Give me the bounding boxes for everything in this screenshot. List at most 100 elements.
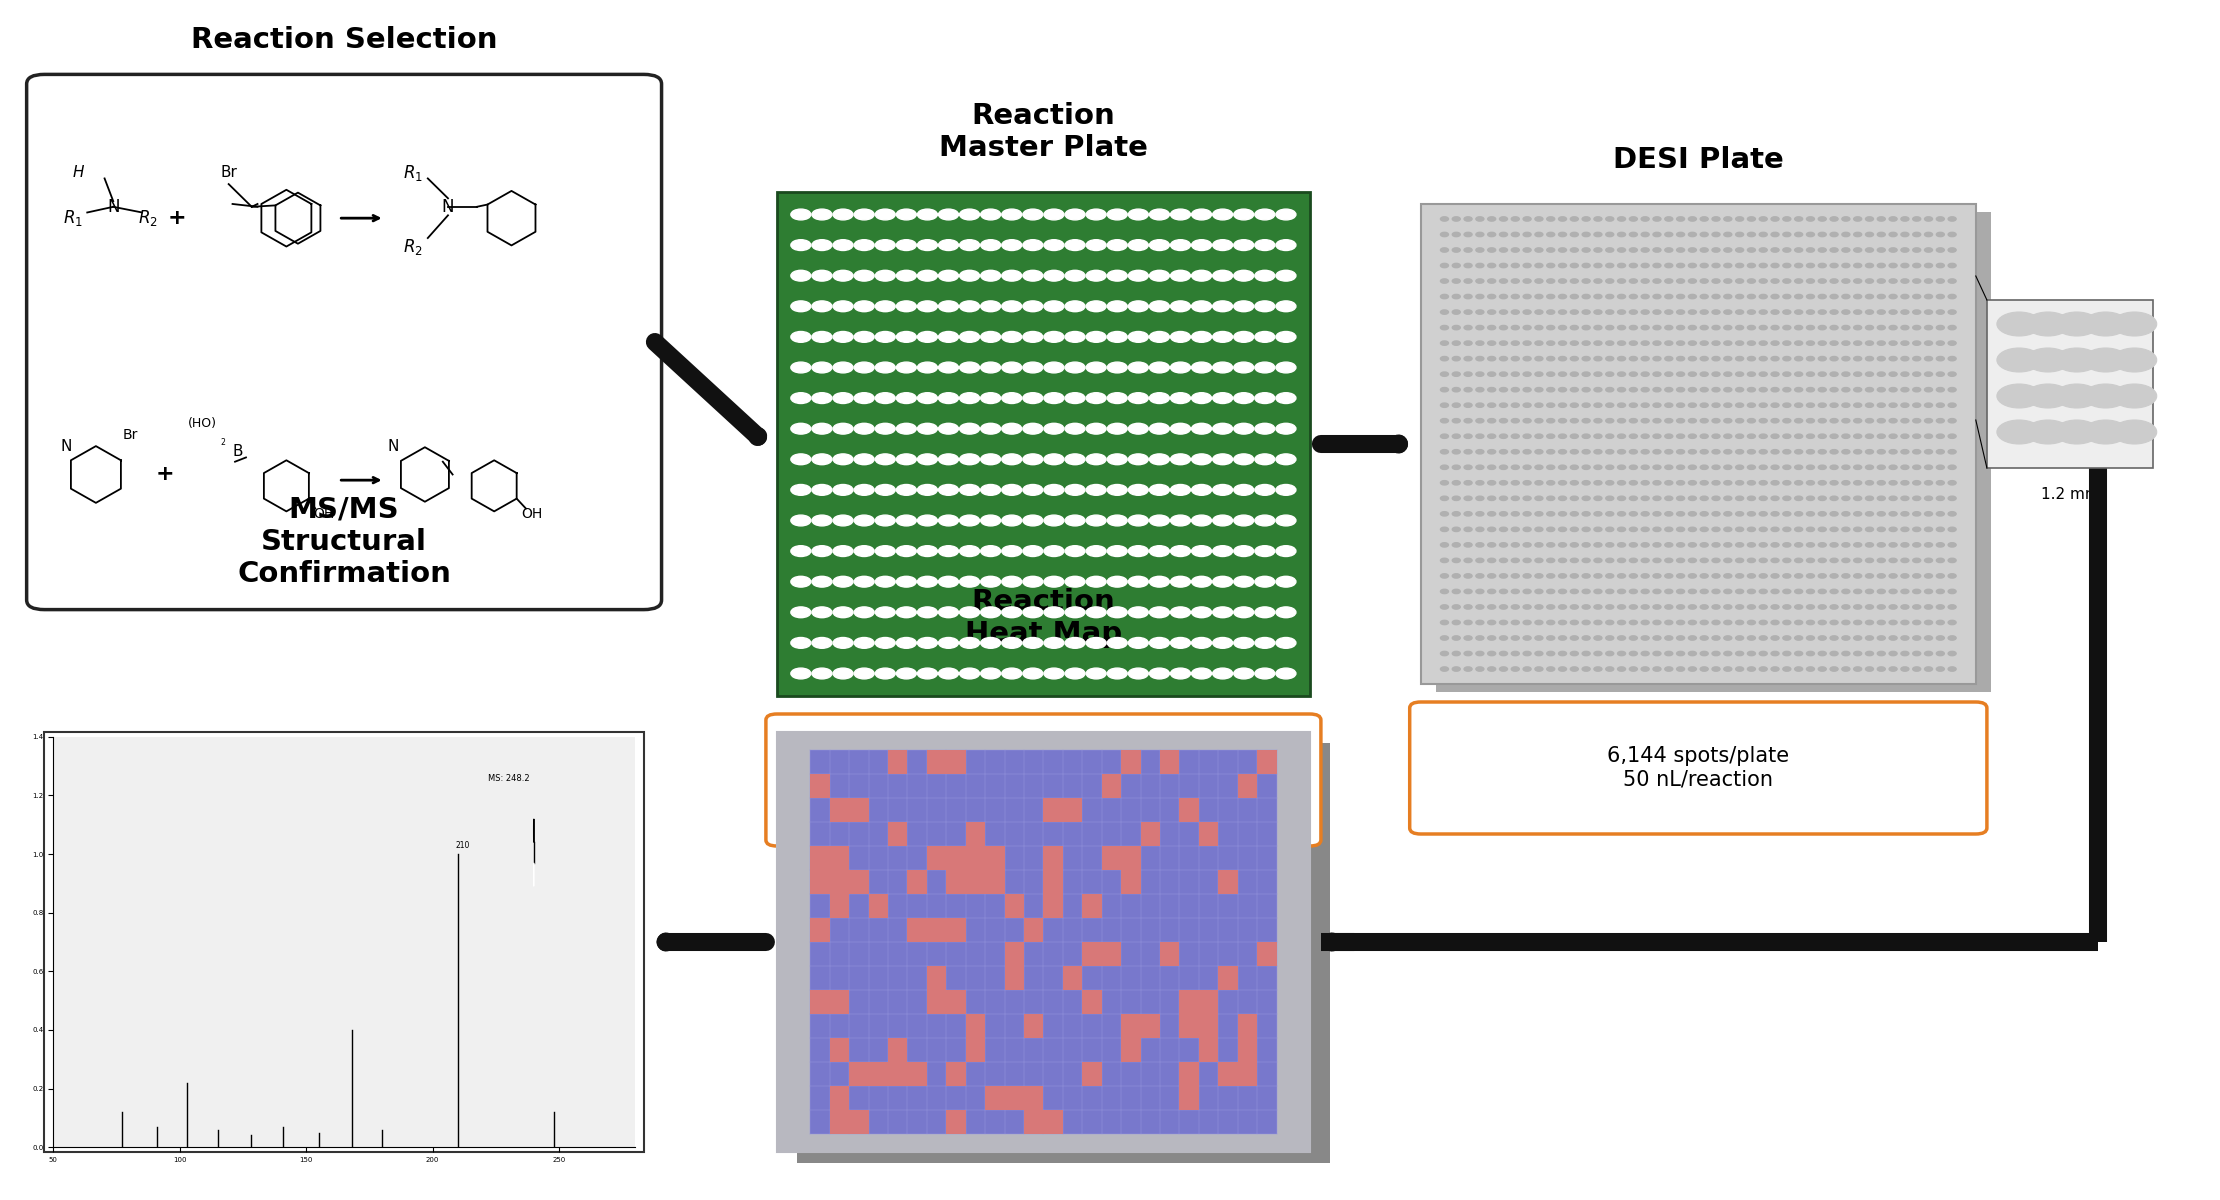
Circle shape: [939, 240, 959, 251]
Circle shape: [1794, 310, 1803, 314]
Circle shape: [1676, 527, 1685, 532]
Circle shape: [1794, 527, 1803, 532]
Circle shape: [1925, 341, 1934, 346]
Circle shape: [1523, 450, 1532, 454]
Circle shape: [1794, 667, 1803, 671]
Bar: [1219, 966, 1239, 990]
Text: 384 well plate
20 μL/well: 384 well plate 20 μL/well: [970, 758, 1117, 802]
Circle shape: [897, 424, 917, 434]
Circle shape: [1794, 403, 1803, 407]
Circle shape: [1476, 652, 1483, 655]
Circle shape: [1558, 542, 1567, 547]
Circle shape: [1641, 341, 1649, 346]
Circle shape: [1794, 419, 1803, 422]
Circle shape: [1583, 574, 1590, 578]
Circle shape: [1023, 546, 1043, 557]
Circle shape: [1676, 667, 1685, 671]
Circle shape: [1736, 636, 1743, 640]
Circle shape: [1865, 248, 1874, 252]
Circle shape: [1086, 637, 1106, 648]
Circle shape: [917, 392, 937, 403]
Circle shape: [1783, 233, 1792, 236]
Circle shape: [1794, 511, 1803, 516]
Circle shape: [1794, 217, 1803, 221]
Circle shape: [1547, 667, 1554, 671]
Circle shape: [1758, 667, 1767, 671]
Circle shape: [1783, 356, 1792, 361]
Bar: [777, 192, 1310, 696]
Circle shape: [1889, 496, 1898, 500]
Circle shape: [875, 362, 895, 373]
Circle shape: [1150, 485, 1170, 496]
Circle shape: [1936, 233, 1945, 236]
Circle shape: [1150, 515, 1170, 526]
Circle shape: [832, 209, 852, 220]
Circle shape: [1829, 589, 1838, 594]
Circle shape: [1547, 217, 1554, 221]
Circle shape: [1818, 652, 1827, 655]
Circle shape: [1843, 574, 1849, 578]
Circle shape: [1878, 325, 1885, 330]
Circle shape: [1605, 481, 1614, 485]
Circle shape: [1605, 605, 1614, 610]
Circle shape: [1192, 270, 1212, 281]
Circle shape: [1712, 496, 1721, 500]
Circle shape: [1854, 403, 1863, 407]
Circle shape: [1818, 605, 1827, 610]
Circle shape: [1736, 310, 1743, 314]
Circle shape: [1818, 466, 1827, 469]
Circle shape: [1583, 605, 1590, 610]
Circle shape: [1641, 325, 1649, 330]
Circle shape: [1641, 605, 1649, 610]
Circle shape: [1086, 424, 1106, 434]
Circle shape: [1772, 450, 1778, 454]
Circle shape: [1192, 515, 1212, 526]
Circle shape: [1889, 310, 1898, 314]
Circle shape: [1558, 233, 1567, 236]
Circle shape: [1583, 403, 1590, 407]
Circle shape: [1523, 605, 1532, 610]
Circle shape: [875, 209, 895, 220]
Circle shape: [1212, 454, 1232, 464]
Circle shape: [897, 576, 917, 587]
Circle shape: [1829, 294, 1838, 299]
Circle shape: [1276, 576, 1296, 587]
Circle shape: [1605, 620, 1614, 625]
Circle shape: [1854, 481, 1863, 485]
Circle shape: [813, 576, 832, 587]
Circle shape: [1900, 667, 1909, 671]
Circle shape: [1665, 667, 1674, 671]
Circle shape: [1829, 233, 1838, 236]
Circle shape: [1086, 515, 1106, 526]
Circle shape: [1498, 294, 1507, 299]
Circle shape: [1843, 667, 1849, 671]
Circle shape: [1618, 248, 1625, 252]
Circle shape: [1865, 325, 1874, 330]
Circle shape: [1701, 341, 1707, 346]
Circle shape: [1772, 434, 1778, 438]
Circle shape: [1629, 574, 1638, 578]
Circle shape: [1712, 294, 1721, 299]
Circle shape: [1618, 403, 1625, 407]
Circle shape: [1523, 527, 1532, 532]
Circle shape: [1654, 403, 1661, 407]
Circle shape: [1654, 388, 1661, 392]
Bar: [830, 1086, 848, 1110]
Circle shape: [1558, 574, 1567, 578]
Circle shape: [1900, 620, 1909, 625]
Circle shape: [1192, 301, 1212, 312]
Circle shape: [1570, 434, 1578, 438]
Circle shape: [1534, 233, 1543, 236]
Circle shape: [1108, 576, 1128, 587]
Bar: [908, 918, 928, 942]
Circle shape: [1747, 263, 1756, 268]
Circle shape: [1889, 325, 1898, 330]
Circle shape: [959, 392, 979, 403]
Circle shape: [1512, 294, 1518, 299]
Bar: [1101, 774, 1121, 798]
Circle shape: [1150, 668, 1170, 679]
Circle shape: [1712, 542, 1721, 547]
Circle shape: [1476, 388, 1483, 392]
Circle shape: [1498, 233, 1507, 236]
Circle shape: [1594, 527, 1603, 532]
